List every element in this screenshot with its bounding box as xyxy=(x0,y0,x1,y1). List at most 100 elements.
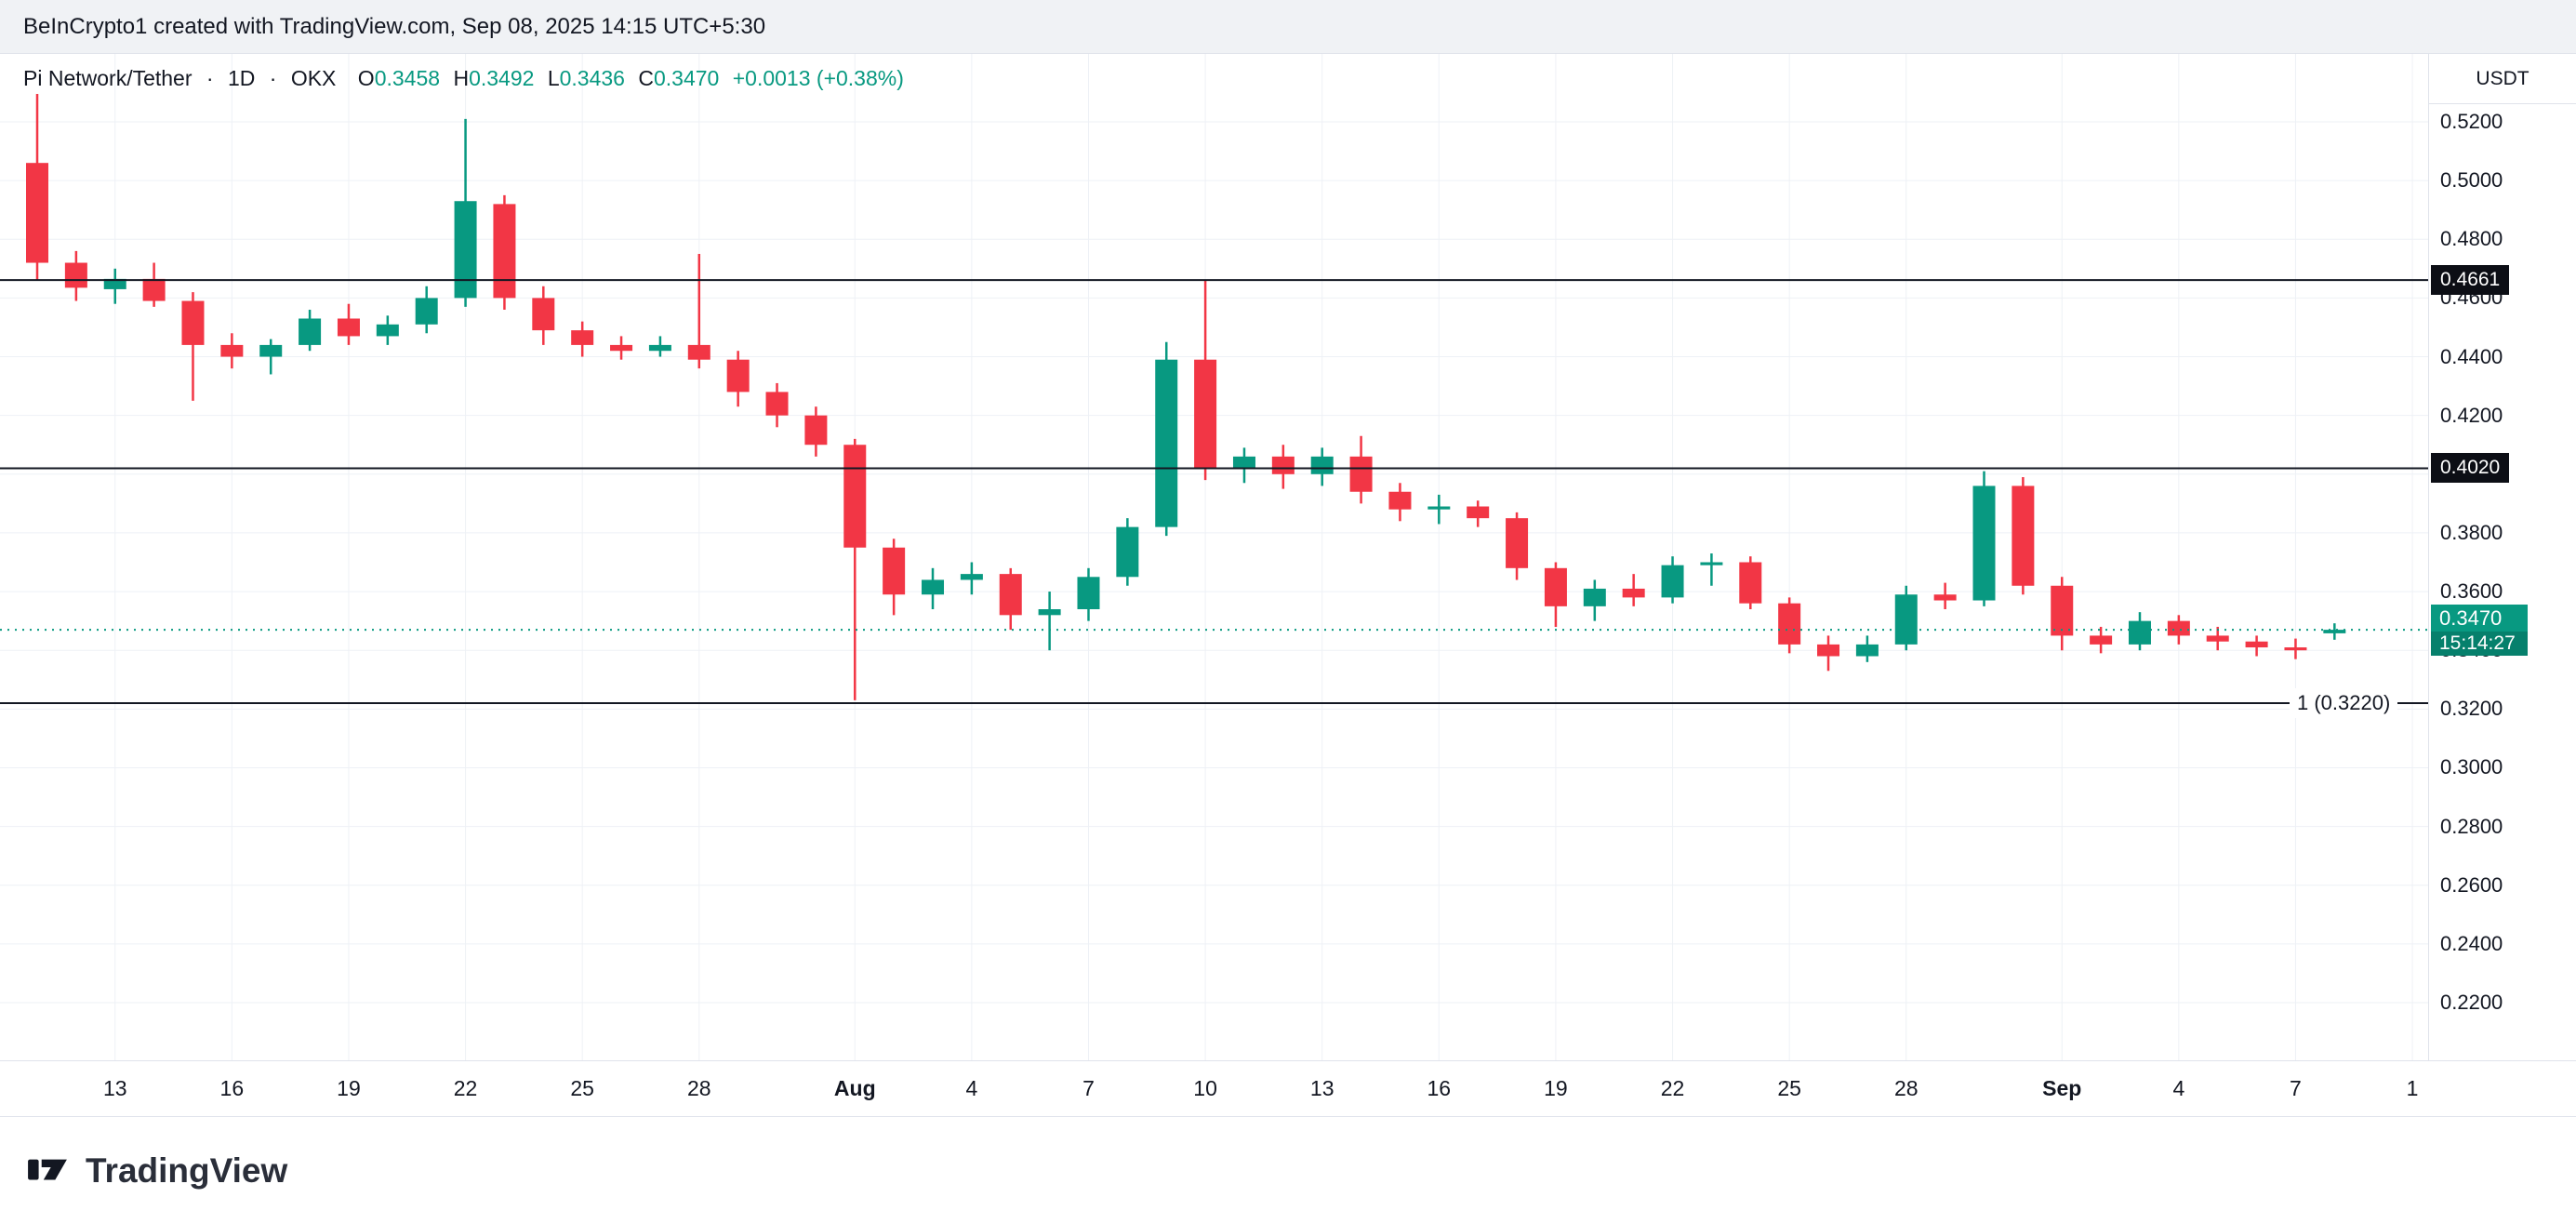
candle[interactable] xyxy=(2090,626,2113,654)
candle[interactable] xyxy=(843,438,867,700)
candle[interactable] xyxy=(2206,626,2229,651)
candle-body xyxy=(1817,644,1840,657)
candle[interactable] xyxy=(1544,562,1567,627)
candle[interactable] xyxy=(26,94,48,281)
candles-svg[interactable] xyxy=(0,54,2428,1060)
candle[interactable] xyxy=(64,250,87,301)
candle-body xyxy=(532,298,555,331)
exchange-label: OKX xyxy=(290,66,337,90)
candle-body xyxy=(1194,359,1217,469)
candle-body xyxy=(1271,456,1295,474)
candle[interactable] xyxy=(103,268,126,304)
time-axis-label: 1 xyxy=(2406,1076,2419,1100)
candle[interactable] xyxy=(687,254,710,369)
candle[interactable] xyxy=(299,310,322,352)
candle-body xyxy=(181,300,205,345)
candle-body xyxy=(2167,620,2190,636)
price-axis[interactable]: USDT 0.4661 0.4020 0.3470 15:14:27 0.520… xyxy=(2429,54,2576,1060)
candle[interactable] xyxy=(1271,445,1295,489)
candle[interactable] xyxy=(2012,476,2035,595)
candle[interactable] xyxy=(883,539,906,616)
price-axis-label: 0.4200 xyxy=(2440,403,2503,427)
candle-body xyxy=(26,163,48,263)
candle[interactable] xyxy=(1972,471,1996,606)
candle[interactable] xyxy=(142,262,166,307)
candle[interactable] xyxy=(1155,341,1178,537)
candle[interactable] xyxy=(532,286,555,345)
candle[interactable] xyxy=(922,567,945,610)
candle[interactable] xyxy=(1778,597,1801,654)
candle[interactable] xyxy=(804,406,828,457)
candle-body xyxy=(2012,486,2035,586)
candle-body xyxy=(765,392,789,416)
time-axis-label: 13 xyxy=(102,1076,127,1100)
candle[interactable] xyxy=(2128,612,2151,651)
candle[interactable] xyxy=(2051,577,2074,651)
candle[interactable] xyxy=(1349,435,1373,504)
price-axis-label: 0.5200 xyxy=(2440,110,2503,133)
candle[interactable] xyxy=(999,567,1022,631)
candle[interactable] xyxy=(1855,635,1879,662)
tradingview-wordmark[interactable]: TradingView xyxy=(86,1151,288,1190)
candle[interactable] xyxy=(376,315,399,345)
price-axis-label: 0.2800 xyxy=(2440,814,2503,838)
candle[interactable] xyxy=(1661,556,1684,604)
candle[interactable] xyxy=(610,336,633,360)
time-axis-label: 16 xyxy=(219,1076,245,1100)
candle[interactable] xyxy=(415,286,438,334)
candle[interactable] xyxy=(1817,635,1840,672)
candle[interactable] xyxy=(571,321,594,357)
candle-body xyxy=(1155,359,1178,527)
candle[interactable] xyxy=(1310,447,1334,486)
fib-level-label[interactable]: 1 (0.3220) xyxy=(2290,688,2398,719)
candle[interactable] xyxy=(1038,592,1061,651)
candle[interactable] xyxy=(2245,635,2268,657)
high-value: 0.3492 xyxy=(469,66,535,90)
candle[interactable] xyxy=(2323,623,2346,640)
candle[interactable] xyxy=(1622,574,1645,606)
candle[interactable] xyxy=(1467,500,1490,527)
candle[interactable] xyxy=(1427,494,1451,525)
candle[interactable] xyxy=(1894,585,1918,651)
candle[interactable] xyxy=(1583,579,1606,621)
candle[interactable] xyxy=(1194,280,1217,481)
candle-body xyxy=(999,574,1022,616)
candle[interactable] xyxy=(1933,582,1957,610)
candle[interactable] xyxy=(220,333,244,369)
candle[interactable] xyxy=(493,194,516,311)
candle[interactable] xyxy=(1232,447,1255,484)
candle[interactable] xyxy=(2167,615,2190,645)
candle[interactable] xyxy=(726,351,750,407)
candle-body xyxy=(493,204,516,299)
time-axis[interactable]: 13 16 19 22 25 28 Aug 4 7 10 13 16 19 22 25 28 Sep 4 7 1 xyxy=(0,1060,2576,1116)
candle-body xyxy=(2284,647,2307,651)
candle[interactable] xyxy=(1116,518,1139,586)
candle[interactable] xyxy=(960,562,983,595)
candle[interactable] xyxy=(1700,553,1723,586)
plot-area[interactable]: Pi Network/Tether · 1D · OKX O0.3458 H0.… xyxy=(0,54,2429,1060)
tradingview-logo-icon[interactable] xyxy=(26,1147,69,1194)
candle-body xyxy=(1077,577,1100,610)
symbol-name[interactable]: Pi Network/Tether xyxy=(23,66,193,90)
candle[interactable] xyxy=(1388,483,1412,522)
candle-body xyxy=(843,445,867,548)
candle-body xyxy=(454,201,477,299)
price-axis-label: 0.2400 xyxy=(2440,931,2503,955)
candle[interactable] xyxy=(765,382,789,428)
candle-body xyxy=(2206,635,2229,642)
candle-body xyxy=(1894,594,1918,645)
interval-label[interactable]: 1D xyxy=(227,66,256,90)
candle-body xyxy=(1855,644,1879,657)
candle-body xyxy=(571,330,594,345)
close-label: C0.3470 xyxy=(638,66,720,90)
candle[interactable] xyxy=(337,303,360,345)
candle[interactable] xyxy=(648,336,671,357)
candle[interactable] xyxy=(2284,638,2307,659)
candle[interactable] xyxy=(454,118,477,307)
candle[interactable] xyxy=(1077,567,1100,621)
candle[interactable] xyxy=(1506,512,1529,580)
candle[interactable] xyxy=(181,292,205,401)
candle[interactable] xyxy=(1739,556,1762,610)
candle[interactable] xyxy=(259,339,283,375)
currency-toggle-button[interactable]: USDT xyxy=(2429,54,2576,104)
